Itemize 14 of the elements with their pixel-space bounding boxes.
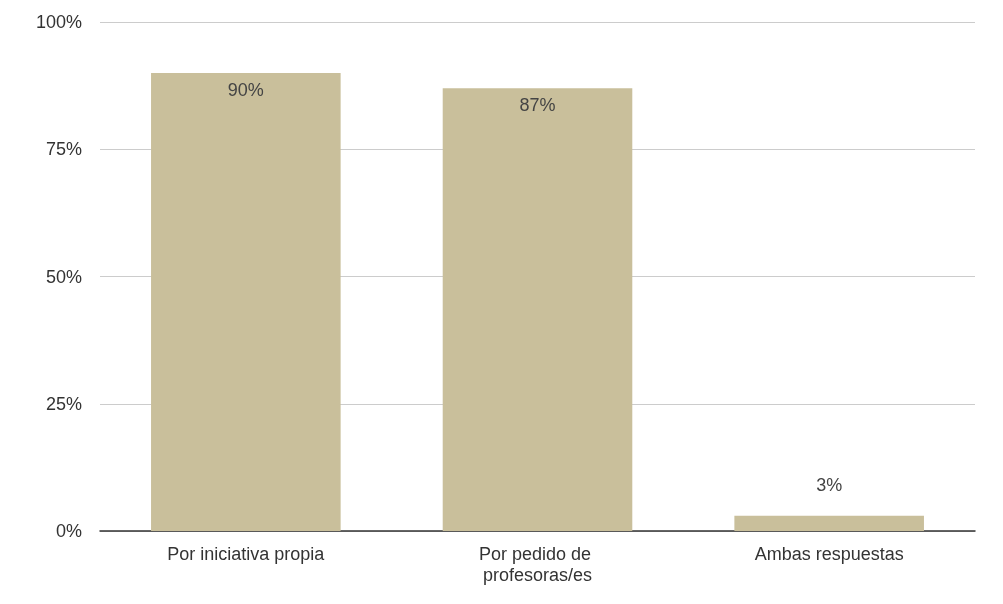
y-tick-label: 75% [45,139,82,160]
x-tick-label: Ambas respuestas [754,543,904,564]
y-tick-label: 100% [35,12,82,32]
bar [442,88,633,531]
data-label: 90% [227,79,264,100]
data-label: 87% [519,95,556,116]
bar [151,72,341,531]
x-tick-label: Por pedido de profesoras/es [478,543,597,585]
x-tick-label: Por iniciativa propia [167,543,326,564]
bar [734,515,924,531]
y-tick-label: 25% [45,393,82,414]
y-tick-label: 50% [45,266,82,287]
data-label: 3% [816,474,843,495]
y-tick-label: 0% [55,521,82,541]
